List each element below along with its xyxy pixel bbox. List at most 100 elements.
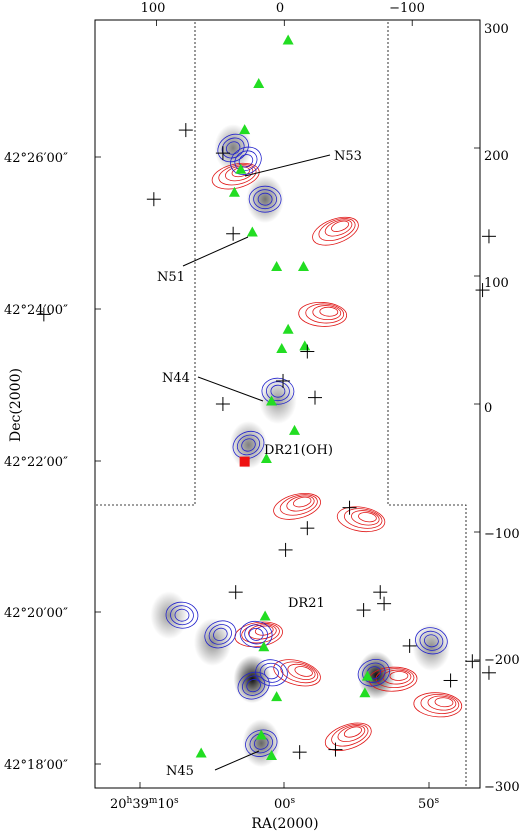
- right-tick-label: 0: [484, 401, 492, 416]
- triangle-marker: [266, 395, 278, 406]
- ra-m-sup: m: [149, 796, 158, 806]
- markers: [36, 34, 496, 760]
- cross-marker: [377, 596, 392, 611]
- blue-contour: [255, 659, 288, 687]
- ra-seconds: 10: [157, 797, 174, 812]
- blue-contour: [204, 620, 237, 649]
- red-contour: [280, 661, 319, 684]
- bottom-axis: 20h39m10s 00s 50s: [110, 796, 440, 812]
- blue-contour: [424, 634, 439, 648]
- triangle-marker: [266, 750, 278, 760]
- triangle-marker: [259, 610, 271, 621]
- n51-pointer: [182, 236, 249, 267]
- annotations: N53 N51 N44 DR21(OH) DR21 N45: [157, 149, 362, 779]
- red-contour: [298, 301, 348, 327]
- triangle-marker: [253, 78, 265, 88]
- red-contour: [420, 693, 460, 714]
- triangle-marker: [282, 323, 294, 334]
- red-contour: [305, 303, 345, 324]
- triangle-marker: [255, 729, 267, 740]
- top-axis: 100 0 −100: [141, 1, 425, 16]
- triangle-marker: [228, 186, 240, 197]
- red-contour: [248, 624, 277, 640]
- cross-marker: [475, 283, 490, 298]
- source-label-dr21: DR21: [288, 596, 325, 611]
- triangle-marker: [297, 261, 309, 272]
- top-tick-label: −100: [389, 1, 425, 16]
- cross-marker: [342, 500, 357, 515]
- cross-marker: [356, 603, 371, 618]
- left-tick-label: 42°26′00″: [4, 151, 68, 166]
- grayscale-peak: [150, 591, 188, 640]
- cross-marker: [292, 745, 307, 760]
- right-tick-label: 300: [484, 22, 509, 37]
- grayscale-peak: [259, 376, 297, 425]
- cross-marker: [226, 226, 241, 241]
- left-tick-label: 42°22′00″: [4, 455, 68, 470]
- left-tick-label: 42°18′00″: [4, 758, 68, 773]
- blue-contour: [174, 608, 190, 622]
- left-axis: 42°26′00″ 42°24′00″ 42°22′00″ 42°20′00″ …: [4, 151, 68, 773]
- n44-pointer: [197, 376, 264, 402]
- y-axis-title: Dec(2000): [8, 368, 24, 442]
- triangle-marker: [271, 691, 283, 702]
- triangle-marker: [195, 747, 207, 758]
- red-contour: [337, 725, 366, 743]
- triangle-marker: [359, 687, 371, 698]
- blue-contour: [236, 434, 261, 456]
- red-contour: [343, 726, 362, 738]
- triangle-marker: [258, 641, 270, 652]
- red-contour: [279, 494, 318, 516]
- triangle-marker: [282, 34, 294, 45]
- cross-marker: [36, 307, 51, 322]
- ra-s-sup-2: s: [291, 796, 296, 806]
- triangle-marker: [235, 163, 247, 174]
- blue-contour: [170, 605, 194, 626]
- cross-marker: [215, 146, 230, 161]
- coverage-boundary: [96, 22, 467, 786]
- red-contour: [286, 495, 315, 512]
- cross-marker: [481, 229, 496, 244]
- red-contour: [389, 671, 409, 681]
- n45-pointer: [214, 750, 260, 771]
- source-label-n45: N45: [166, 764, 194, 779]
- bottom-tick-label-3: 50s: [418, 796, 440, 812]
- red-contour: [273, 659, 321, 687]
- blue-contour: [357, 659, 390, 687]
- cross-marker: [215, 397, 230, 411]
- source-label-dr21oh: DR21(OH): [264, 443, 333, 458]
- blue-contour: [264, 666, 279, 680]
- blue-contour: [208, 624, 232, 645]
- source-label-n53: N53: [334, 149, 362, 164]
- triangle-marker: [276, 342, 288, 353]
- x-axis-title: RA(2000): [251, 816, 318, 832]
- blue-contour: [246, 679, 261, 693]
- cross-marker: [278, 542, 293, 557]
- red-contour: [294, 666, 313, 677]
- cross-marker: [308, 390, 322, 405]
- red-contour: [211, 162, 260, 190]
- source-label-n51: N51: [157, 270, 185, 285]
- blue-contour: [244, 624, 269, 645]
- cross-marker: [443, 673, 458, 688]
- red-contour: [312, 216, 359, 246]
- red-contour: [318, 218, 356, 242]
- ra-s-sup: s: [174, 796, 179, 806]
- cross-marker: [276, 373, 291, 388]
- blue-contour: [239, 620, 273, 648]
- triangle-marker: [246, 226, 258, 237]
- blue-contour: [257, 192, 273, 206]
- n53-pointer: [244, 154, 331, 177]
- red-contour: [287, 663, 316, 680]
- triangle-marker: [271, 261, 283, 272]
- cross-marker: [373, 585, 388, 600]
- red-contour: [292, 496, 312, 508]
- grayscale-peak: [246, 175, 284, 224]
- blue-contour: [237, 671, 270, 700]
- red-contour: [343, 508, 383, 529]
- red-contour: [358, 512, 377, 523]
- right-axis: 300 200 100 0 −100 −200 −300: [484, 22, 520, 795]
- left-tick-label: 42°20′00″: [4, 606, 68, 621]
- top-tick-label: 0: [276, 1, 284, 16]
- red-contour: [413, 692, 463, 718]
